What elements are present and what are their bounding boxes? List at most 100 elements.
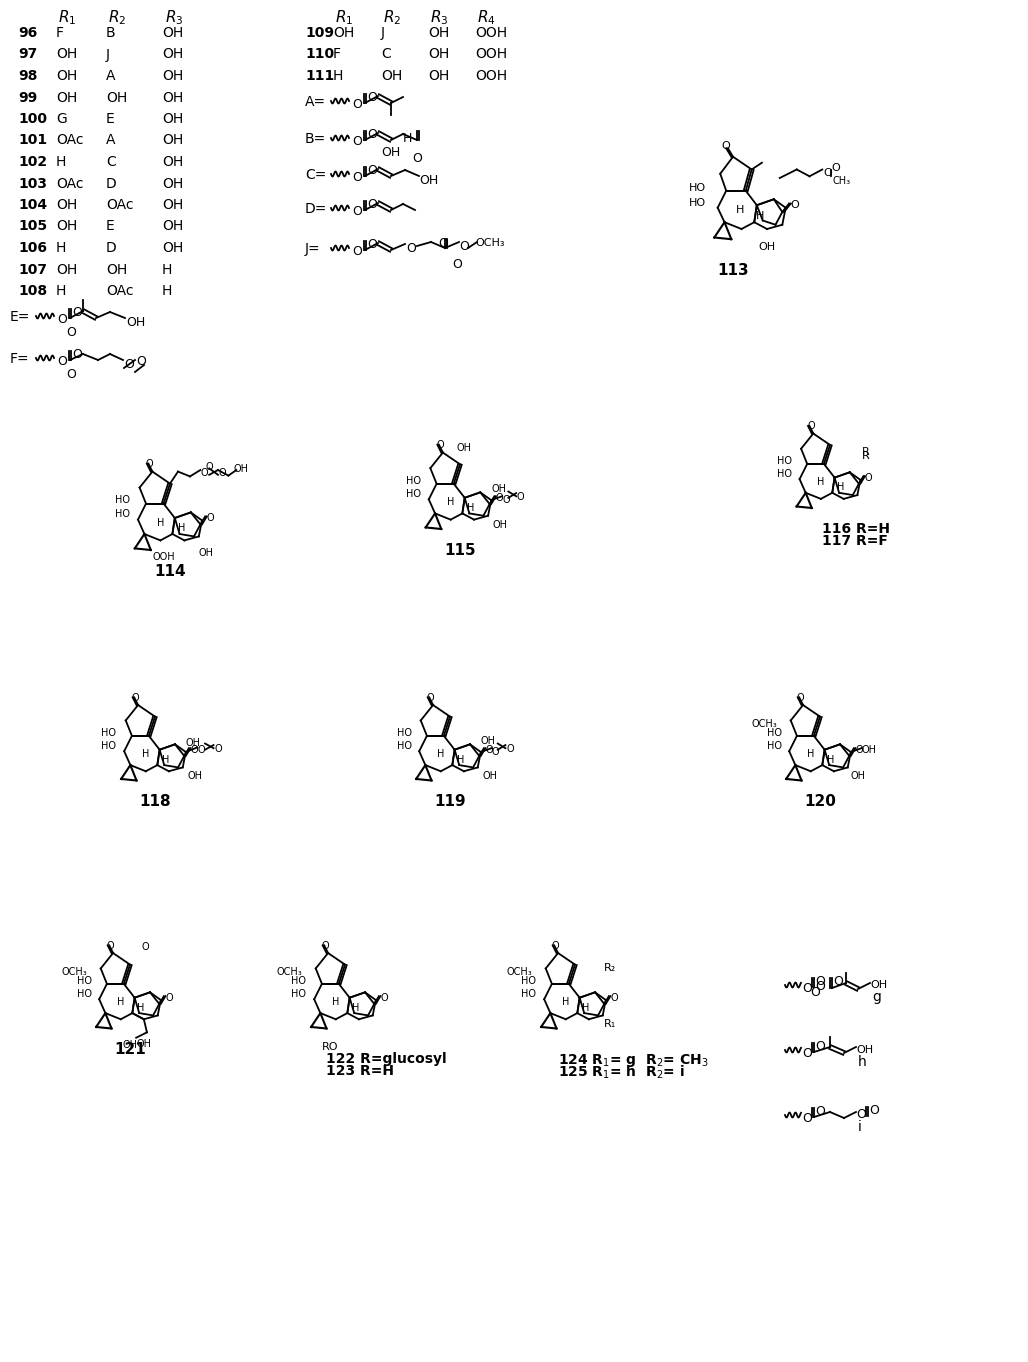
Text: OH: OH — [428, 48, 449, 61]
Text: OH: OH — [381, 146, 400, 159]
Text: H: H — [403, 132, 412, 144]
Text: OH: OH — [381, 69, 402, 83]
Text: O: O — [197, 745, 205, 755]
Text: 115: 115 — [444, 543, 476, 558]
Text: 114: 114 — [154, 564, 186, 579]
Text: 102: 102 — [19, 155, 47, 169]
Text: O: O — [721, 142, 730, 151]
Text: O: O — [352, 135, 362, 148]
Text: G: G — [56, 112, 67, 127]
Text: O: O — [367, 197, 377, 211]
Text: O: O — [865, 473, 873, 484]
Text: 106: 106 — [19, 241, 47, 255]
Text: HO: HO — [292, 989, 306, 998]
Text: H: H — [162, 285, 173, 298]
Text: O: O — [502, 494, 510, 505]
Text: OH: OH — [56, 48, 77, 61]
Text: J: J — [381, 26, 386, 39]
Text: OAc: OAc — [106, 197, 134, 212]
Text: H: H — [56, 155, 67, 169]
Text: H: H — [736, 206, 744, 215]
Text: OH: OH — [106, 90, 127, 105]
Text: O: O — [491, 746, 500, 757]
Text: C: C — [106, 155, 116, 169]
Text: H: H — [437, 749, 444, 760]
Text: B=: B= — [305, 132, 326, 146]
Text: OH: OH — [162, 241, 183, 255]
Text: OAc: OAc — [56, 177, 83, 191]
Text: O: O — [495, 493, 504, 503]
Text: O: O — [802, 982, 812, 996]
Text: A: A — [106, 133, 115, 147]
Text: OH: OH — [482, 771, 498, 782]
Text: O: O — [66, 368, 76, 381]
Text: OH: OH — [122, 1041, 138, 1050]
Text: H: H — [756, 211, 765, 221]
Text: O: O — [72, 306, 82, 319]
Text: H: H — [562, 997, 570, 1008]
Text: O: O — [856, 1109, 866, 1121]
Text: 124 R$_1$= g  R$_2$= CH$_3$: 124 R$_1$= g R$_2$= CH$_3$ — [558, 1051, 708, 1069]
Text: i: i — [858, 1120, 861, 1135]
Text: 105: 105 — [19, 219, 47, 233]
Text: A: A — [106, 69, 115, 83]
Text: O: O — [367, 163, 377, 177]
Text: H: H — [817, 477, 824, 488]
Text: HO: HO — [767, 727, 781, 738]
Text: O: O — [380, 993, 388, 1002]
Text: HO: HO — [777, 456, 792, 466]
Text: CH₃: CH₃ — [833, 176, 850, 187]
Text: O: O — [124, 358, 134, 370]
Text: J=: J= — [305, 242, 321, 256]
Text: OH: OH — [162, 69, 183, 83]
Text: H: H — [468, 503, 475, 513]
Text: 96: 96 — [19, 26, 37, 39]
Text: 122 R=glucosyl: 122 R=glucosyl — [326, 1051, 446, 1065]
Text: OH: OH — [56, 197, 77, 212]
Text: OH: OH — [56, 219, 77, 233]
Text: O: O — [57, 355, 67, 368]
Text: 110: 110 — [305, 48, 334, 61]
Text: OH: OH — [428, 26, 449, 39]
Text: O: O — [815, 1041, 824, 1053]
Text: O: O — [200, 469, 208, 478]
Text: J: J — [106, 48, 110, 61]
Text: O: O — [107, 941, 114, 951]
Text: HO: HO — [292, 975, 306, 986]
Text: 113: 113 — [718, 263, 748, 278]
Text: R: R — [861, 451, 870, 460]
Text: OH: OH — [234, 463, 249, 474]
Text: $R_3$: $R_3$ — [430, 8, 448, 27]
Text: HO: HO — [406, 475, 421, 486]
Text: OH: OH — [162, 133, 183, 147]
Text: OH: OH — [456, 443, 471, 454]
Text: O: O — [452, 257, 462, 271]
Text: HO: HO — [115, 496, 130, 505]
Text: OCH₃: OCH₃ — [62, 967, 87, 977]
Text: O: O — [869, 1105, 879, 1117]
Text: OOH: OOH — [475, 48, 507, 61]
Text: OH: OH — [162, 177, 183, 191]
Text: O: O — [190, 745, 198, 755]
Text: H: H — [353, 1002, 360, 1013]
Text: OH: OH — [870, 981, 887, 990]
Text: H: H — [117, 997, 124, 1008]
Text: H: H — [162, 263, 173, 276]
Text: HO: HO — [406, 489, 421, 498]
Text: O: O — [214, 744, 222, 753]
Text: OH: OH — [162, 48, 183, 61]
Text: O: O — [406, 242, 416, 255]
Text: OCH₃: OCH₃ — [277, 967, 302, 977]
Text: OCH₃: OCH₃ — [475, 238, 505, 248]
Text: H: H — [447, 497, 454, 508]
Text: O: O — [322, 941, 330, 951]
Text: O: O — [506, 744, 514, 753]
Text: 121: 121 — [114, 1042, 146, 1057]
Text: O: O — [815, 1105, 824, 1118]
Text: H: H — [582, 1002, 589, 1013]
Text: HO: HO — [767, 741, 781, 750]
Text: HO: HO — [521, 975, 537, 986]
Text: 103: 103 — [19, 177, 47, 191]
Text: OOH: OOH — [475, 69, 507, 83]
Text: OH: OH — [759, 241, 775, 252]
